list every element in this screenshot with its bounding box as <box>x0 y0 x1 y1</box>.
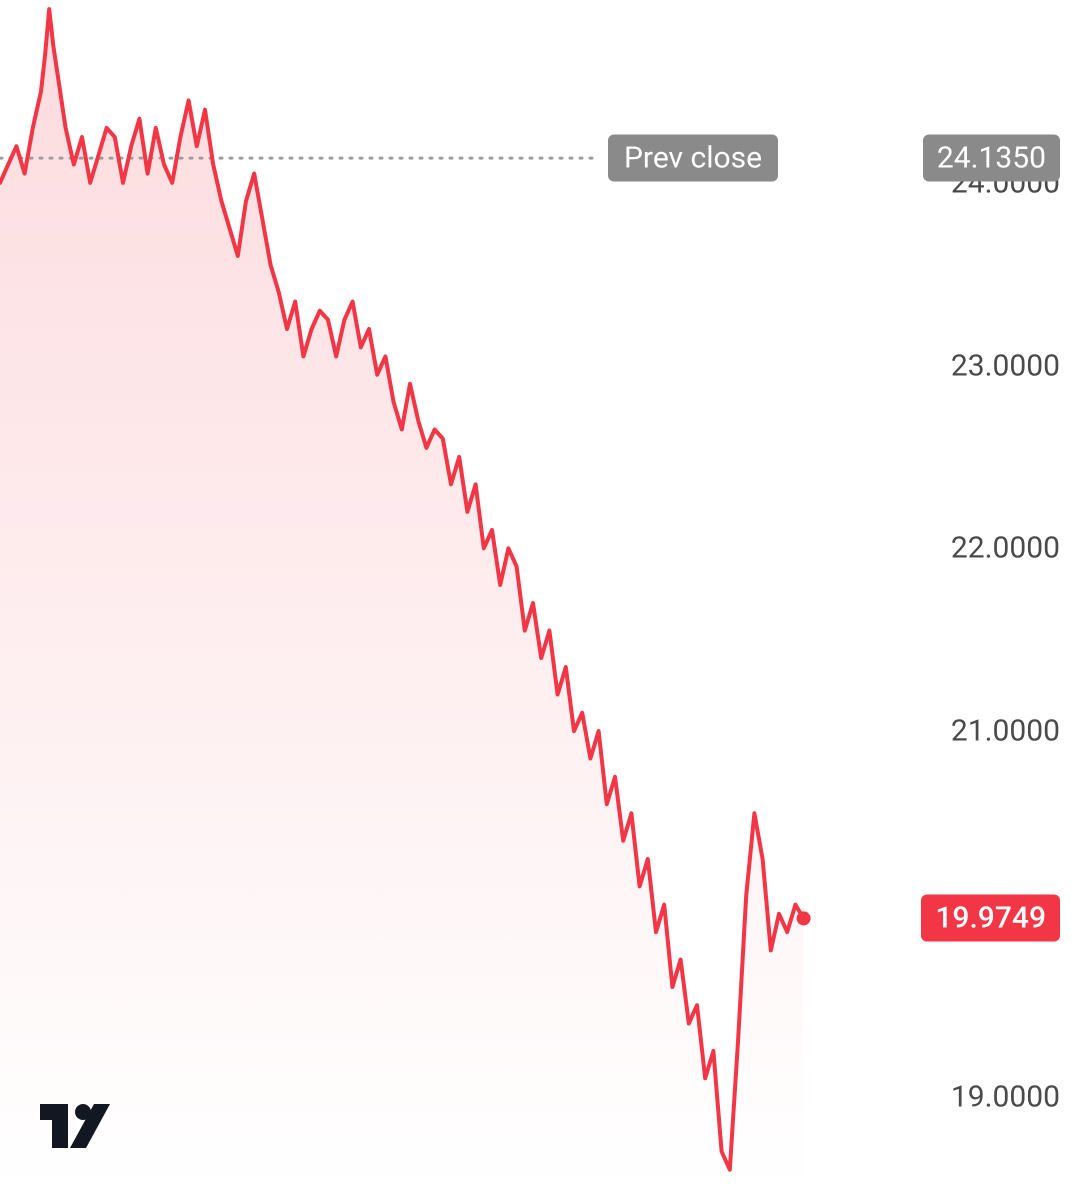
y-axis-tick: 21.0000 <box>951 714 1060 749</box>
current-price-badge: 19.9749 <box>921 895 1060 942</box>
tradingview-logo-icon <box>40 1104 110 1148</box>
y-axis-tick: 23.0000 <box>951 348 1060 383</box>
prev-close-value-badge: 24.1350 <box>923 135 1060 182</box>
prev-close-label: Prev close <box>608 135 778 182</box>
y-axis-tick: 22.0000 <box>951 531 1060 566</box>
y-axis-tick: 19.0000 <box>951 1079 1060 1114</box>
price-chart[interactable] <box>0 0 1080 1188</box>
chart-canvas <box>0 0 1080 1188</box>
